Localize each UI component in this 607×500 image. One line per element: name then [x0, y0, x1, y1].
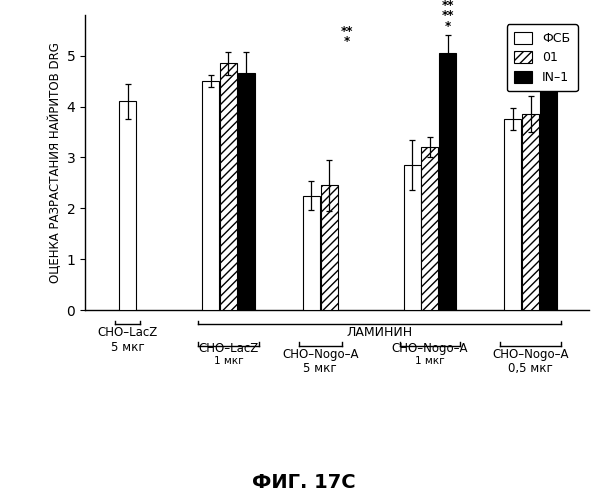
Bar — [220, 64, 237, 310]
Text: 5 мкг: 5 мкг — [304, 362, 337, 376]
Text: 1 мкг: 1 мкг — [415, 356, 445, 366]
Text: CHO–Nogo–A: CHO–Nogo–A — [392, 342, 468, 354]
Text: CHO–LacZ: CHO–LacZ — [98, 326, 158, 340]
Bar — [202, 81, 219, 310]
Text: CHO–LacZ: CHO–LacZ — [198, 342, 259, 354]
Bar — [119, 102, 136, 310]
Bar — [522, 114, 539, 310]
Text: CHO–Nogo–A: CHO–Nogo–A — [282, 348, 359, 360]
Text: 5 мкг: 5 мкг — [111, 341, 144, 354]
Text: **
**
*: ** ** * — [441, 0, 454, 33]
Text: 0,5 мкг: 0,5 мкг — [508, 362, 553, 376]
Y-axis label: ОЦЕНКА РАЗРАСТАНИЯ НАЙРИТОВ DRG: ОЦЕНКА РАЗРАСТАНИЯ НАЙРИТОВ DRG — [49, 42, 62, 283]
Text: ФИГ. 17C: ФИГ. 17C — [252, 474, 355, 492]
Bar — [238, 74, 255, 310]
Bar — [504, 120, 521, 310]
Bar — [421, 147, 438, 310]
Text: 1 мкг: 1 мкг — [214, 356, 243, 366]
Text: ЛАМИНИН: ЛАМИНИН — [347, 326, 413, 340]
Text: **
*: ** * — [341, 24, 353, 48]
Text: CHO–Nogo–A: CHO–Nogo–A — [492, 348, 569, 360]
Bar — [439, 53, 456, 310]
Legend: ФСБ, 01, IN–1: ФСБ, 01, IN–1 — [507, 24, 577, 92]
Bar — [404, 165, 421, 310]
Bar — [303, 196, 320, 310]
Bar — [540, 84, 557, 310]
Bar — [320, 186, 337, 310]
